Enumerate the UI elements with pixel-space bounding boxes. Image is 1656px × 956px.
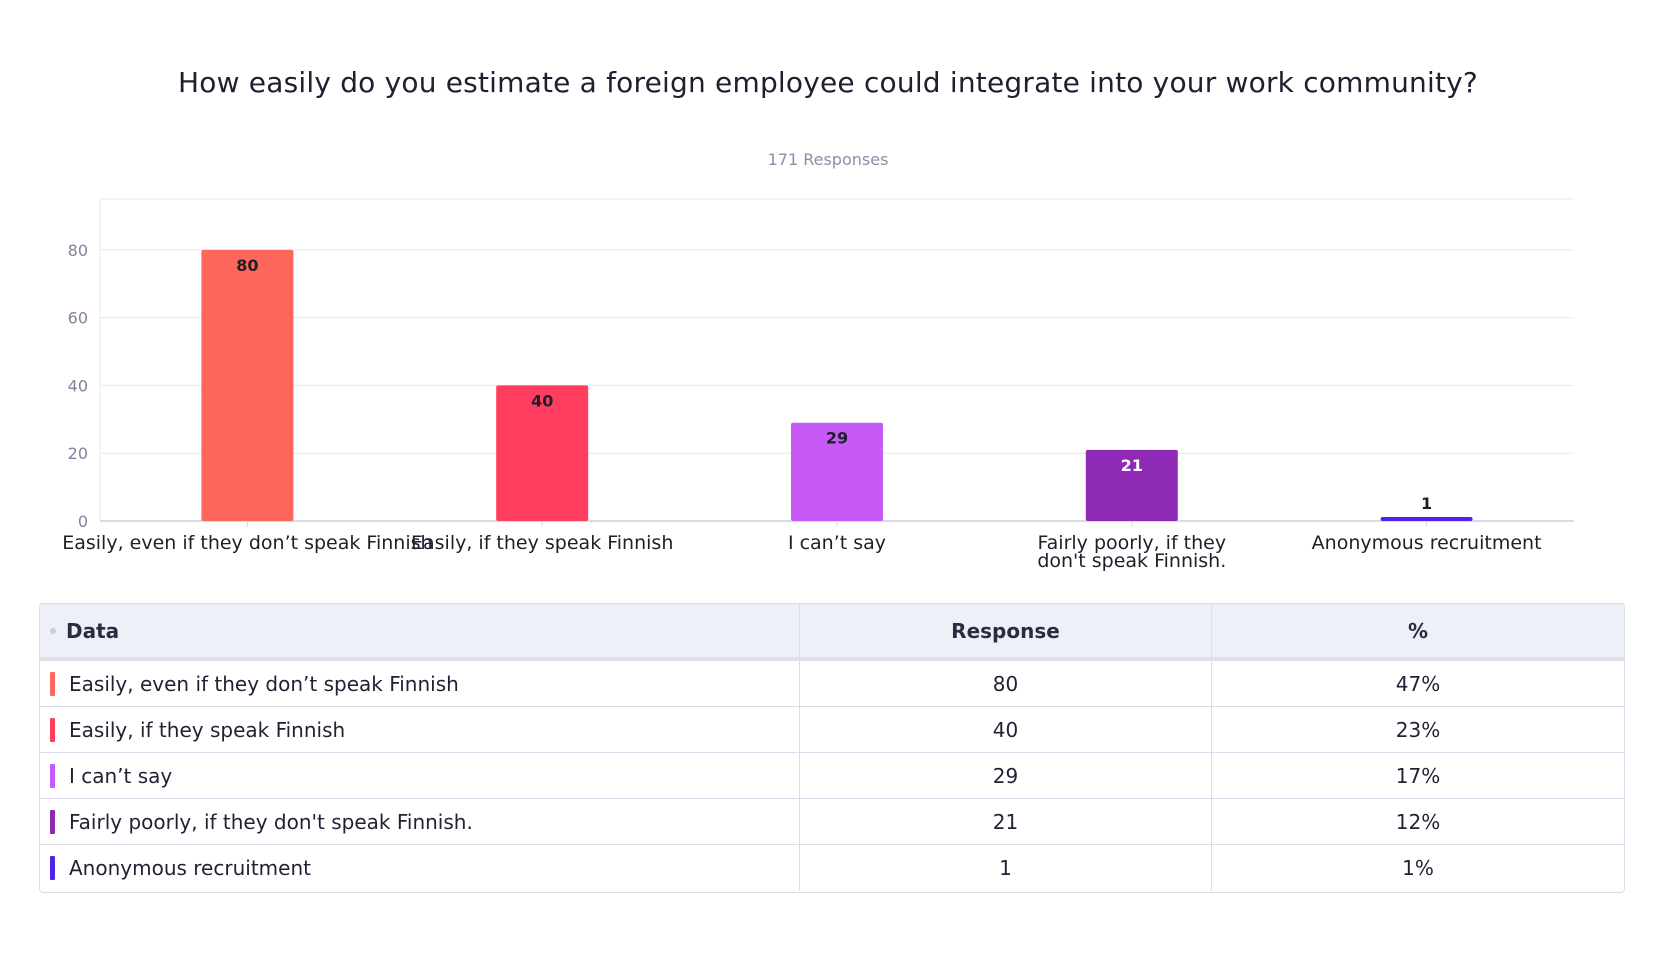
row-label: I can’t say <box>69 763 173 788</box>
header-response: Response <box>800 604 1212 657</box>
cell-response: 80 <box>800 661 1212 706</box>
x-tick-label: don't speak Finnish. <box>1037 550 1226 572</box>
color-swatch <box>50 717 55 742</box>
color-swatch <box>50 856 55 880</box>
x-tick-label: Easily, even if they don’t speak Finnish <box>62 532 432 554</box>
color-swatch <box>50 809 55 834</box>
cell-percent: 17% <box>1395 763 1441 788</box>
data-label: 80 <box>236 256 258 275</box>
x-tick-label: Easily, if they speak Finnish <box>411 532 673 554</box>
cell-response: 40 <box>800 707 1212 752</box>
cell-response: 21 <box>800 799 1212 844</box>
color-swatch <box>50 671 55 696</box>
response-count: 171 Responses <box>767 150 889 169</box>
data-label: 21 <box>1121 456 1143 475</box>
chart-title: How easily do you estimate a foreign emp… <box>178 66 1478 99</box>
color-swatch <box>50 763 55 788</box>
header-percent: % <box>1407 618 1429 643</box>
x-tick-label: Anonymous recruitment <box>1312 532 1542 554</box>
data-label: 29 <box>826 429 848 448</box>
row-label: Anonymous recruitment <box>69 856 311 880</box>
header-data-label: Data <box>66 618 120 643</box>
bar <box>201 249 294 521</box>
cell-label: Easily, even if they don’t speak Finnish <box>40 661 800 706</box>
table-row: Easily, even if they don’t speak Finnish… <box>40 661 1624 707</box>
cell-label: Anonymous recruitment <box>40 845 800 891</box>
cell-percent: 23% <box>1395 717 1441 742</box>
y-tick-label: 20 <box>68 444 88 463</box>
row-label: Easily, if they speak Finnish <box>69 717 346 742</box>
bar <box>1085 449 1178 521</box>
bar <box>791 422 883 521</box>
row-label: Easily, even if they don’t speak Finnish <box>69 671 459 696</box>
cell-label: Easily, if they speak Finnish <box>40 707 800 752</box>
table-row: Easily, if they speak Finnish 40 23% <box>40 707 1624 753</box>
x-tick-label: I can’t say <box>788 532 886 554</box>
cell-percent: 47% <box>1395 671 1441 696</box>
cell-response: 29 <box>800 753 1212 798</box>
x-tick-label: Fairly poorly, if they <box>1037 532 1226 554</box>
header-dot-icon <box>50 627 56 634</box>
cell-label: Fairly poorly, if they don't speak Finni… <box>40 799 800 844</box>
row-label: Fairly poorly, if they don't speak Finni… <box>69 809 473 834</box>
y-tick-label: 40 <box>68 376 88 395</box>
bar <box>496 385 589 521</box>
bar-chart: 0 20 40 60 80 80 Easily, even if they don’t sp… <box>62 198 1574 572</box>
data-label: 1 <box>1421 494 1432 513</box>
header-data: Data <box>40 604 800 657</box>
y-tick-label: 80 <box>68 241 88 260</box>
cell-percent: 12% <box>1395 809 1441 834</box>
cell-label: I can’t say <box>40 753 800 798</box>
y-tick-label: 0 <box>78 512 88 531</box>
table-header: Data Response % <box>40 604 1624 661</box>
data-label: 40 <box>531 391 553 410</box>
table-body: Easily, even if they don’t speak Finnish… <box>40 661 1624 891</box>
data-table: Data Response % Easily, even if they don… <box>39 603 1625 893</box>
bar <box>1380 517 1473 521</box>
table-row: I can’t say 29 17% <box>40 753 1624 799</box>
cell-response: 1 <box>800 845 1212 891</box>
table-row: Fairly poorly, if they don't speak Finni… <box>40 799 1624 845</box>
y-tick-label: 60 <box>68 309 88 328</box>
table-row: Anonymous recruitment 1 1% <box>40 845 1624 891</box>
cell-percent: 1% <box>1402 856 1434 880</box>
